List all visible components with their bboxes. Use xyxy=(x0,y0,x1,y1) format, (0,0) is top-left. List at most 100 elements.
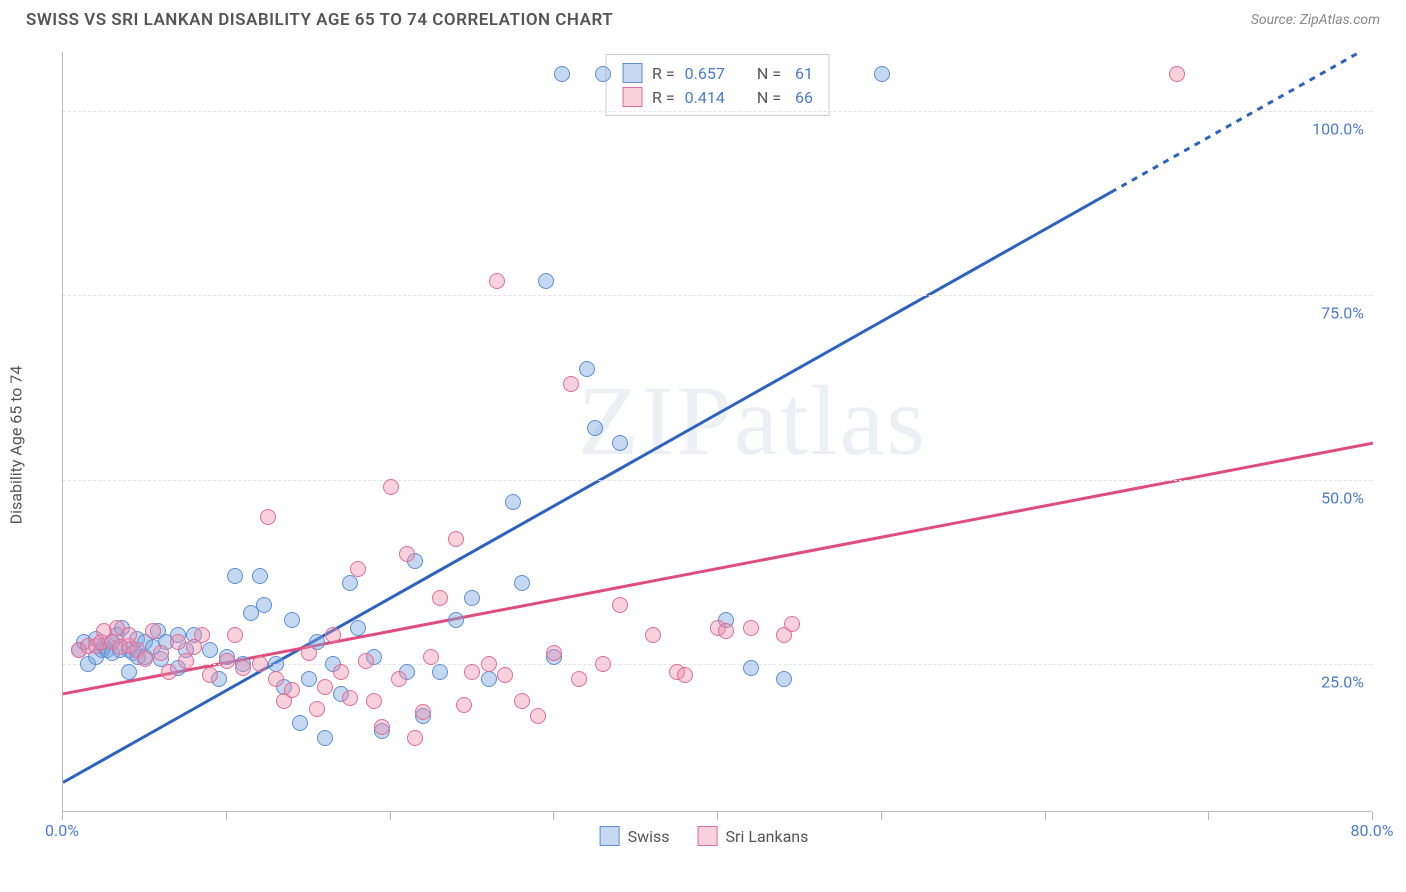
data-point xyxy=(350,561,366,577)
data-point xyxy=(268,656,284,672)
legend-swatch xyxy=(698,826,718,846)
legend-stats: R = 0.657 N = 61 R = 0.414 N = 66 xyxy=(605,54,830,116)
n-label: N = xyxy=(757,64,781,83)
n-value: 66 xyxy=(791,88,813,107)
data-point xyxy=(374,719,390,735)
data-point xyxy=(202,642,218,658)
data-point xyxy=(317,679,333,695)
data-point xyxy=(260,509,276,525)
data-point xyxy=(554,66,570,82)
data-point xyxy=(252,568,268,584)
r-value: 0.657 xyxy=(685,64,725,83)
data-point xyxy=(292,715,308,731)
data-point xyxy=(538,273,554,289)
data-point xyxy=(530,708,546,724)
data-point xyxy=(145,623,161,639)
data-point xyxy=(743,620,759,636)
data-point xyxy=(317,730,333,746)
data-point xyxy=(579,361,595,377)
y-axis-label: Disability Age 65 to 74 xyxy=(7,366,26,525)
x-tick xyxy=(1372,812,1373,820)
n-label: N = xyxy=(757,88,781,107)
y-tick-label: 75.0% xyxy=(1321,304,1364,323)
data-point xyxy=(121,664,137,680)
plot-area: ZIPatlas R = 0.657 N = 61 R = 0.414 N = 66 25… xyxy=(62,52,1372,812)
data-point xyxy=(407,730,423,746)
data-point xyxy=(612,597,628,613)
watermark: ZIPatlas xyxy=(578,363,927,478)
data-point xyxy=(219,653,235,669)
chart-container: Disability Age 65 to 74 ZIPatlas R =0.65… xyxy=(26,42,1382,848)
data-point xyxy=(325,627,341,643)
data-point xyxy=(399,546,415,562)
data-point xyxy=(350,620,366,636)
gridline xyxy=(63,480,1372,481)
y-tick-label: 50.0% xyxy=(1321,488,1364,507)
r-label: R = xyxy=(652,64,675,83)
data-point xyxy=(391,671,407,687)
data-point xyxy=(505,494,521,510)
data-point xyxy=(645,627,661,643)
legend-stat-row: R = 0.414 N = 66 xyxy=(622,85,813,109)
legend-item: Swiss xyxy=(600,826,670,846)
data-point xyxy=(415,704,431,720)
data-point xyxy=(235,660,251,676)
legend-swatch xyxy=(622,63,642,83)
data-point xyxy=(342,690,358,706)
data-point xyxy=(423,649,439,665)
data-point xyxy=(448,531,464,547)
y-tick-label: 100.0% xyxy=(1312,120,1364,139)
data-point xyxy=(1169,66,1185,82)
data-point xyxy=(464,664,480,680)
legend-swatch xyxy=(622,87,642,107)
x-tick-label: 0.0% xyxy=(45,821,79,840)
data-point xyxy=(514,693,530,709)
data-point xyxy=(383,479,399,495)
data-point xyxy=(514,575,530,591)
data-point xyxy=(595,656,611,672)
gridline xyxy=(63,295,1372,296)
data-point xyxy=(456,697,472,713)
data-point xyxy=(227,568,243,584)
data-point xyxy=(432,590,448,606)
legend-stat-row: R = 0.657 N = 61 xyxy=(622,61,813,85)
legend-swatch xyxy=(600,826,620,846)
data-point xyxy=(333,664,349,680)
data-point xyxy=(137,651,153,667)
x-tick-label: 80.0% xyxy=(1351,821,1394,840)
data-point xyxy=(309,701,325,717)
source-text: Source: ZipAtlas.com xyxy=(1251,12,1380,28)
n-value: 61 xyxy=(791,64,813,83)
legend-bottom: Swiss Sri Lankans xyxy=(600,826,809,846)
data-point xyxy=(587,420,603,436)
data-point xyxy=(284,682,300,698)
data-point xyxy=(161,664,177,680)
r-label: R = xyxy=(652,88,675,107)
legend-label: Sri Lankans xyxy=(726,827,809,846)
data-point xyxy=(874,66,890,82)
r-value: 0.414 xyxy=(685,88,725,107)
data-point xyxy=(301,645,317,661)
data-point xyxy=(546,645,562,661)
data-point xyxy=(784,616,800,632)
data-point xyxy=(464,590,480,606)
data-point xyxy=(227,627,243,643)
data-point xyxy=(743,660,759,676)
data-point xyxy=(366,693,382,709)
data-point xyxy=(497,667,513,683)
data-point xyxy=(342,575,358,591)
data-point xyxy=(612,435,628,451)
y-tick-label: 25.0% xyxy=(1321,673,1364,692)
data-point xyxy=(776,671,792,687)
data-point xyxy=(256,597,272,613)
data-point xyxy=(481,671,497,687)
data-point xyxy=(301,671,317,687)
data-point xyxy=(432,664,448,680)
data-point xyxy=(252,656,268,672)
legend-item: Sri Lankans xyxy=(698,826,809,846)
data-point xyxy=(268,671,284,687)
data-point xyxy=(170,634,186,650)
data-point xyxy=(121,627,137,643)
data-point xyxy=(284,612,300,628)
trend-lines xyxy=(63,52,1373,812)
